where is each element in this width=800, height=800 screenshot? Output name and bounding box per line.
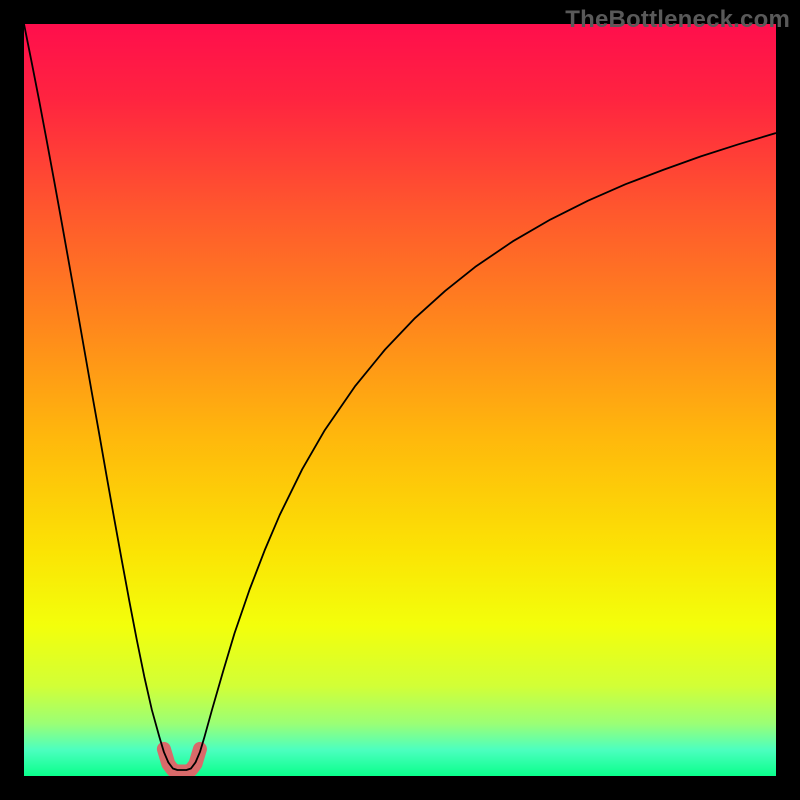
watermark-text: TheBottleneck.com bbox=[565, 6, 790, 34]
chart-frame: TheBottleneck.com bbox=[0, 0, 800, 800]
plot-area bbox=[24, 24, 776, 776]
gradient-background bbox=[24, 24, 776, 776]
chart-svg bbox=[24, 24, 776, 776]
